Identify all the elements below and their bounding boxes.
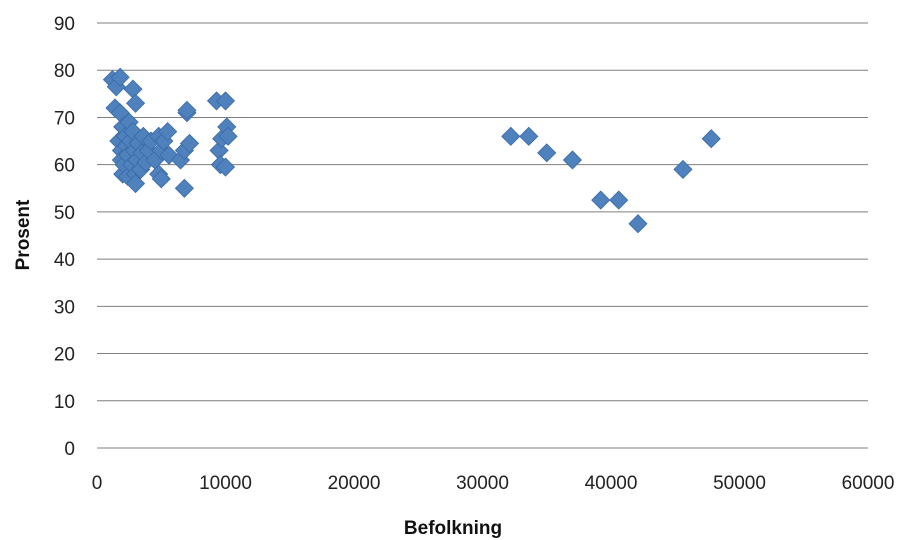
y-tick-label-20: 20 [54,345,75,366]
y-tick-label-80: 80 [54,61,75,82]
y-tick-label-70: 70 [54,108,75,129]
data-point-41 [174,178,194,198]
data-point-38 [158,122,178,142]
y-tick-label-50: 50 [54,203,75,224]
y-tick-label-60: 60 [54,156,75,177]
y-tick-label-90: 90 [54,14,75,35]
data-point-60 [628,214,648,234]
data-point-54 [501,126,521,146]
data-point-56 [537,143,557,163]
data-point-57 [562,150,583,170]
data-point-58 [591,190,611,210]
data-point-21 [125,93,146,113]
data-point-23 [125,173,146,194]
y-axis-title: Prosent [13,199,34,270]
data-point-51 [215,157,236,177]
y-axis-tick-labels: 0 10 20 30 40 50 60 70 80 90 [54,14,75,460]
y-tick-label-30: 30 [54,297,75,318]
data-point-62 [701,129,721,149]
y-tick-label-0: 0 [64,439,75,460]
data-point-2 [110,67,130,87]
y-tick-label-10: 10 [54,392,75,413]
data-point-45 [179,133,200,153]
data-point-53 [218,126,238,146]
data-point-44 [177,100,197,120]
x-tick-label-60000: 60000 [842,473,895,494]
x-tick-label-30000: 30000 [456,473,509,494]
x-tick-label-10000: 10000 [199,473,252,494]
data-points [102,67,721,234]
data-point-35 [151,169,171,189]
x-axis-title: Befolkning [404,518,502,539]
x-tick-label-0: 0 [92,473,103,494]
data-point-59 [609,190,629,210]
data-point-55 [519,126,539,146]
data-point-61 [673,159,693,179]
gridlines [97,22,868,402]
x-tick-label-50000: 50000 [713,473,766,494]
data-point-18 [123,79,143,99]
x-axis-tick-labels: 0 10000 20000 30000 40000 50000 60000 [92,473,895,494]
data-point-50 [215,91,236,111]
y-tick-label-40: 40 [54,250,75,271]
x-tick-label-20000: 20000 [328,473,381,494]
x-tick-label-40000: 40000 [585,473,638,494]
